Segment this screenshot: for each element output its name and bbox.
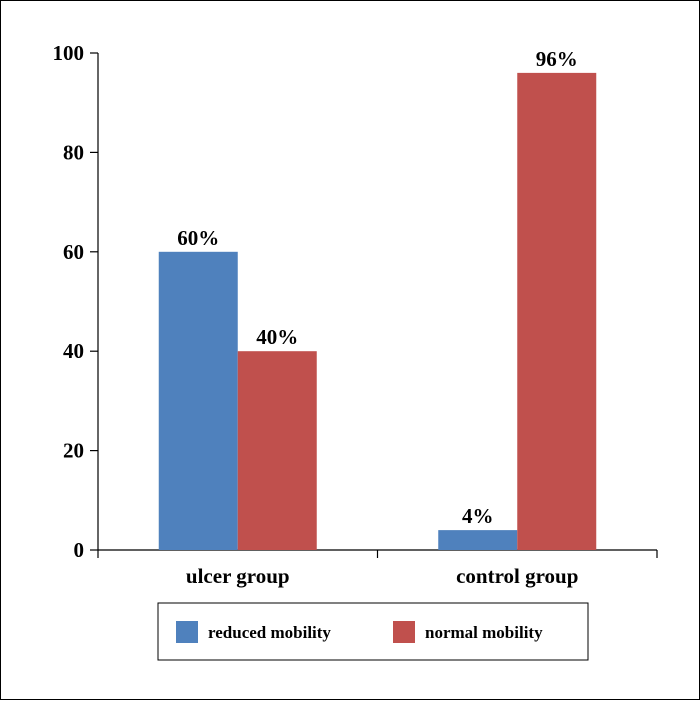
bar-reduced-mobility [158,251,238,551]
bar-reduced-mobility [438,530,518,550]
y-tick-label: 40 [63,339,84,363]
data-label: 40% [256,325,298,349]
y-tick-label: 60 [63,240,84,264]
bar-normal-mobility [237,351,317,550]
y-tick-label: 20 [63,439,84,463]
y-tick-label: 100 [53,41,85,65]
legend-box [157,602,589,661]
bars [158,72,597,551]
y-tick-label: 80 [63,140,84,164]
legend-swatch [393,621,415,643]
data-label: 60% [177,226,219,250]
legend-label: normal mobility [425,623,543,642]
bar-normal-mobility [517,72,597,550]
data-labels: 60% 40% 4% 96% [177,47,578,528]
legend-swatch [176,621,198,643]
axes: 0 20 40 60 80 100 ulcer group control group [53,41,658,588]
x-category-label: control group [456,564,578,588]
y-tick-label: 0 [74,538,85,562]
legend-label: reduced mobility [208,623,331,642]
legend: reduced mobility normal mobility [157,602,589,661]
data-label: 4% [462,504,494,528]
data-label: 96% [536,47,578,71]
x-category-label: ulcer group [186,564,290,588]
